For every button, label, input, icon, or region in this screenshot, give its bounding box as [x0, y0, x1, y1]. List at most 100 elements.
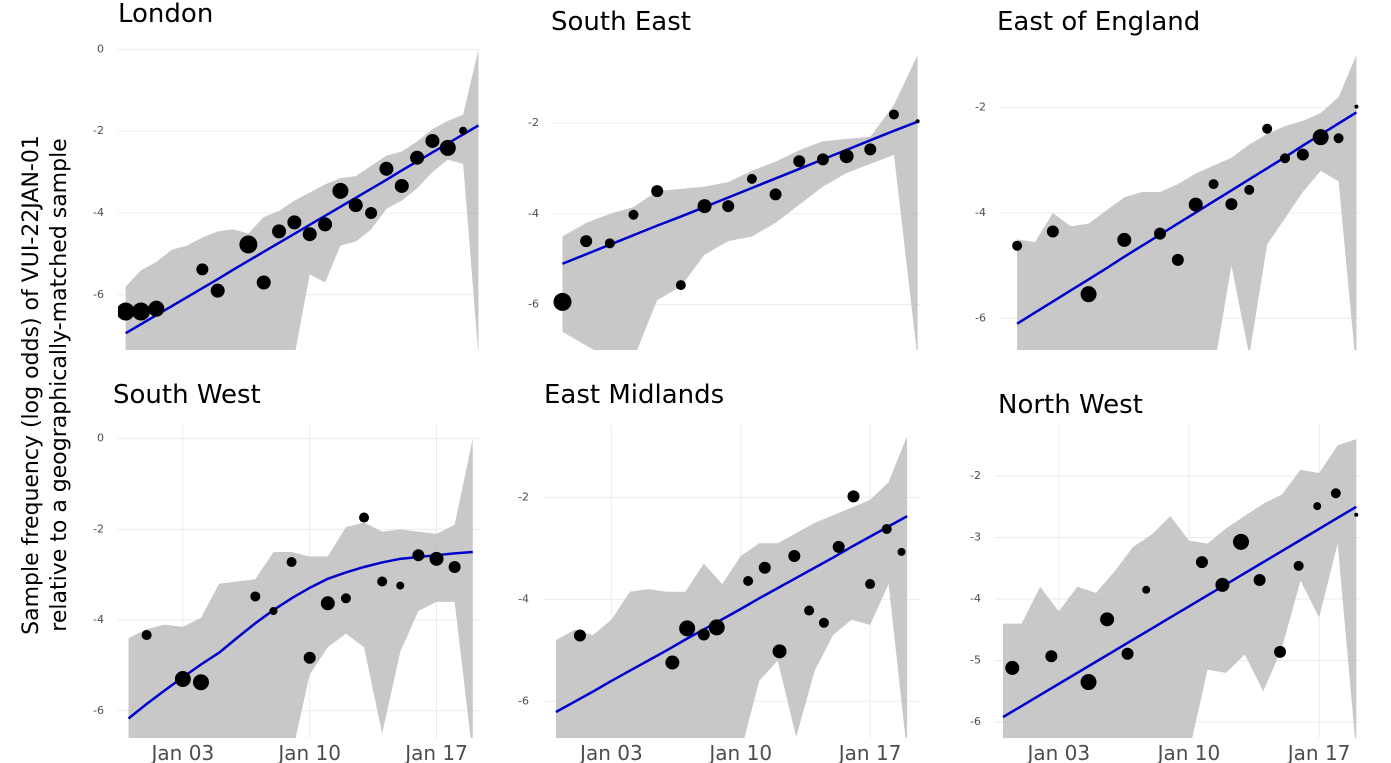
- x-tick-label: Jan 10: [1156, 741, 1221, 763]
- y-tick-label: 0: [97, 42, 104, 55]
- data-point: [1354, 512, 1359, 517]
- data-point: [1012, 240, 1023, 251]
- data-point: [697, 628, 710, 641]
- panel: South East -6 -4 -2: [528, 7, 920, 350]
- data-point: [269, 606, 278, 615]
- y-tick-label: -2: [970, 469, 981, 482]
- data-point: [250, 591, 261, 602]
- data-point: [573, 629, 586, 642]
- data-point: [425, 133, 440, 148]
- y-axis-label-line: Sample frequency (log odds) of VUI-22JAN…: [19, 135, 44, 635]
- confidence-band: [128, 438, 473, 738]
- data-point: [832, 540, 845, 553]
- data-point: [1215, 577, 1230, 592]
- confidence-band: [1017, 55, 1357, 350]
- confidence-band: [555, 436, 908, 738]
- data-point: [746, 173, 757, 184]
- data-point: [1296, 148, 1309, 161]
- data-point: [429, 551, 444, 566]
- y-tick-label: -6: [518, 694, 529, 707]
- data-point: [1121, 647, 1134, 660]
- fit-line: [555, 515, 908, 714]
- y-tick-label: -2: [93, 522, 104, 535]
- y-tick-label: -5: [970, 654, 981, 667]
- data-point: [1046, 225, 1059, 238]
- data-point: [379, 161, 394, 176]
- data-point: [256, 275, 271, 290]
- plot-area: [127, 438, 473, 738]
- panel: East of England -6 -4 -2: [975, 7, 1360, 350]
- data-point: [348, 198, 363, 213]
- data-point: [1312, 129, 1329, 146]
- panel: London -6 -4 -2 0: [93, 0, 480, 350]
- data-point: [332, 182, 349, 199]
- data-point: [412, 549, 425, 562]
- data-point: [1262, 123, 1273, 134]
- data-point: [722, 200, 735, 213]
- data-point: [847, 490, 860, 503]
- data-point: [272, 224, 287, 239]
- data-point: [239, 235, 258, 254]
- data-point: [318, 217, 333, 232]
- plot-area: [555, 436, 908, 738]
- data-point: [410, 150, 425, 165]
- data-point: [439, 139, 456, 156]
- x-tick-label: Jan 03: [578, 741, 643, 763]
- data-point: [302, 227, 317, 242]
- y-tick-label: 0: [97, 432, 104, 445]
- fit-line: [1002, 505, 1357, 719]
- data-point: [196, 263, 209, 276]
- y-tick-label: -2: [975, 101, 986, 114]
- data-point: [1225, 198, 1238, 211]
- y-tick-label: -4: [970, 592, 981, 605]
- y-axis-label: Sample frequency (log odds) of VUI-22JAN…: [19, 135, 72, 635]
- y-tick-label: -4: [93, 613, 104, 626]
- data-point: [448, 560, 461, 573]
- panel-title: East of England: [997, 7, 1200, 37]
- data-point: [192, 674, 209, 691]
- data-point: [287, 215, 302, 230]
- data-point: [1293, 560, 1304, 571]
- data-point: [651, 185, 664, 198]
- panel-title: London: [118, 0, 213, 29]
- y-tick-label: -4: [528, 207, 539, 220]
- data-point: [1195, 556, 1208, 569]
- x-tick-label: Jan 03: [1025, 741, 1090, 763]
- data-point: [758, 561, 771, 574]
- panel-title: East Midlands: [544, 380, 724, 410]
- data-point: [141, 630, 152, 641]
- plot-area: [1002, 439, 1359, 738]
- y-tick-label: -2: [518, 490, 529, 503]
- x-tick-label: Jan 10: [276, 741, 341, 763]
- data-point: [1232, 533, 1249, 550]
- data-point: [897, 547, 906, 556]
- plot-area: [553, 55, 920, 350]
- confidence-band: [562, 55, 918, 350]
- data-point: [679, 620, 696, 637]
- data-point: [1188, 197, 1203, 212]
- confidence-band: [125, 49, 479, 350]
- data-point: [881, 523, 892, 534]
- y-tick-label: -6: [93, 704, 104, 717]
- data-point: [340, 593, 351, 604]
- plot-area: [1012, 55, 1359, 350]
- data-point: [1208, 179, 1219, 190]
- y-tick-label: -3: [970, 531, 981, 544]
- y-tick-label: -6: [528, 298, 539, 311]
- data-point: [788, 550, 801, 563]
- data-point: [118, 302, 135, 321]
- data-point: [804, 605, 815, 616]
- data-point: [174, 671, 191, 688]
- y-tick-label: -4: [975, 206, 986, 219]
- panel-title: South West: [113, 380, 261, 410]
- data-point: [1354, 104, 1359, 109]
- data-point: [697, 199, 712, 214]
- data-point: [1142, 585, 1151, 594]
- panel: North West -6 -5 -4 -3 -2 Jan 03 Jan 10 Jan 17: [970, 390, 1360, 763]
- data-point: [210, 283, 225, 298]
- data-point: [865, 579, 876, 590]
- x-tick-label: Jan 10: [707, 741, 772, 763]
- fit-line: [1016, 111, 1358, 325]
- data-point: [359, 512, 370, 523]
- data-point: [396, 581, 405, 590]
